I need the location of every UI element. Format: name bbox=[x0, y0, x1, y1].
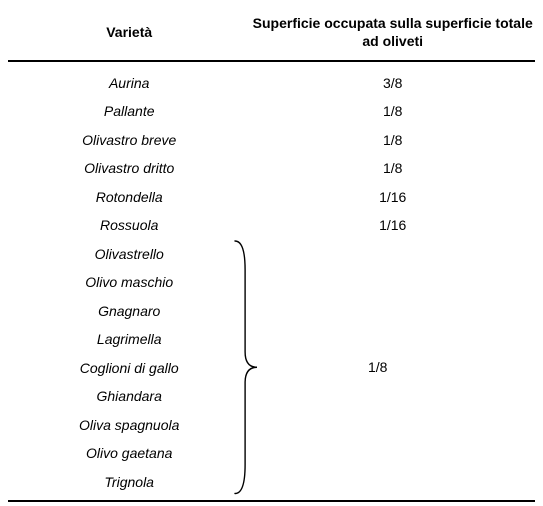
variety-name: Lagrimella bbox=[8, 331, 250, 347]
olive-variety-table: Varietà Superficie occupata sulla superf… bbox=[0, 0, 543, 506]
table-row: Rotondella 1/16 bbox=[8, 182, 535, 211]
table-row: Coglioni di gallo bbox=[8, 353, 535, 382]
variety-name: Oliva spagnuola bbox=[8, 417, 250, 433]
table-row: Gnagnaro bbox=[8, 296, 535, 325]
variety-name: Rossuola bbox=[8, 217, 250, 233]
table-row: Pallante 1/8 bbox=[8, 97, 535, 126]
variety-name: Coglioni di gallo bbox=[8, 360, 250, 376]
variety-name: Gnagnaro bbox=[8, 303, 250, 319]
variety-name: Trignola bbox=[8, 474, 250, 490]
variety-name: Rotondella bbox=[8, 189, 250, 205]
variety-value: 3/8 bbox=[250, 75, 535, 91]
table-body: Aurina 3/8 Pallante 1/8 Olivastro breve … bbox=[8, 62, 535, 502]
grouped-value: 1/8 bbox=[368, 359, 387, 375]
variety-value: 1/8 bbox=[250, 160, 535, 176]
table-row: Rossuola 1/16 bbox=[8, 211, 535, 240]
variety-name: Olivo maschio bbox=[8, 274, 250, 290]
table-row: Ghiandara bbox=[8, 382, 535, 411]
header-superficie: Superficie occupata sulla superficie tot… bbox=[250, 14, 535, 50]
variety-value: 1/8 bbox=[250, 132, 535, 148]
table-row: Oliva spagnuola bbox=[8, 410, 535, 439]
variety-name: Pallante bbox=[8, 103, 250, 119]
table-row: Trignola bbox=[8, 467, 535, 496]
header-varieta: Varietà bbox=[8, 14, 250, 50]
table-row: Olivastro dritto 1/8 bbox=[8, 154, 535, 183]
table-header-row: Varietà Superficie occupata sulla superf… bbox=[8, 6, 535, 62]
table-row: Olivastro breve 1/8 bbox=[8, 125, 535, 154]
variety-value: 1/16 bbox=[250, 189, 535, 205]
table-row: Olivo gaetana bbox=[8, 439, 535, 468]
variety-name: Olivastrello bbox=[8, 246, 250, 262]
variety-name: Olivo gaetana bbox=[8, 445, 250, 461]
variety-value: 1/16 bbox=[250, 217, 535, 233]
variety-value: 1/8 bbox=[250, 103, 535, 119]
table-row: Aurina 3/8 bbox=[8, 68, 535, 97]
table-row: Lagrimella bbox=[8, 325, 535, 354]
variety-name: Olivastro breve bbox=[8, 132, 250, 148]
table-row: Olivastrello bbox=[8, 239, 535, 268]
table-row: Olivo maschio bbox=[8, 268, 535, 297]
variety-name: Olivastro dritto bbox=[8, 160, 250, 176]
variety-name: Ghiandara bbox=[8, 388, 250, 404]
variety-name: Aurina bbox=[8, 75, 250, 91]
